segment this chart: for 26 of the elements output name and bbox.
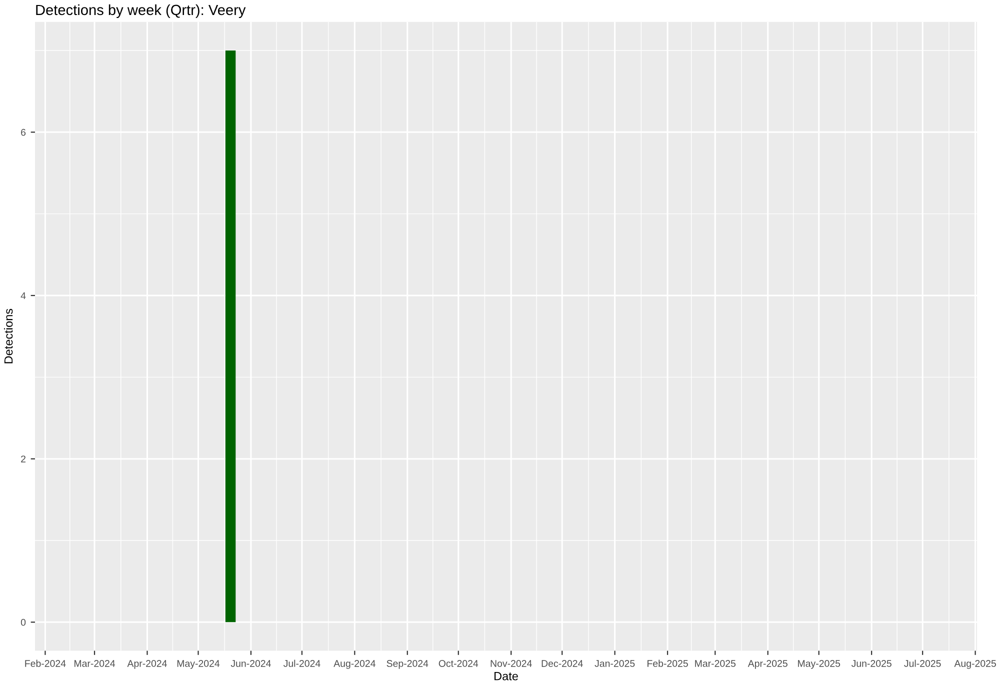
x-tick-label: Jun-2024 xyxy=(230,660,271,667)
x-tick-label: Feb-2024 xyxy=(25,660,66,667)
x-tick-label: Jul-2025 xyxy=(904,660,941,667)
x-tick-label: May-2025 xyxy=(798,660,840,669)
x-tick-label: Nov-2024 xyxy=(490,660,532,667)
y-tick-label: 2 xyxy=(21,456,26,462)
x-tick-label: Dec-2024 xyxy=(542,660,583,667)
y-tick-label: 6 xyxy=(21,128,26,136)
x-tick-label: Oct-2024 xyxy=(438,660,478,667)
chart-title: Detections by week (Qrtr): Veery xyxy=(36,4,246,18)
x-tick-label: Jun-2025 xyxy=(851,660,892,667)
y-tick-label: 4 xyxy=(20,292,26,300)
x-axis-title: Date xyxy=(494,672,518,680)
x-tick-label: Jul-2024 xyxy=(283,660,320,667)
x-tick-label: Jan-2025 xyxy=(594,660,635,667)
x-tick-label: Aug-2025 xyxy=(954,660,996,669)
x-tick-label: Sep-2024 xyxy=(386,660,428,669)
y-tick-label: 0 xyxy=(20,618,26,626)
y-axis-title: Detections xyxy=(4,308,13,364)
x-tick-label: May-2024 xyxy=(177,660,220,669)
x-tick-label: Aug-2024 xyxy=(334,660,376,669)
x-tick-label: Apr-2024 xyxy=(127,660,167,669)
x-tick-label: Mar-2025 xyxy=(695,660,736,667)
x-tick-label: Feb-2025 xyxy=(648,660,688,667)
x-tick-label: Apr-2025 xyxy=(748,660,788,669)
x-tick-label: Mar-2024 xyxy=(74,660,116,667)
